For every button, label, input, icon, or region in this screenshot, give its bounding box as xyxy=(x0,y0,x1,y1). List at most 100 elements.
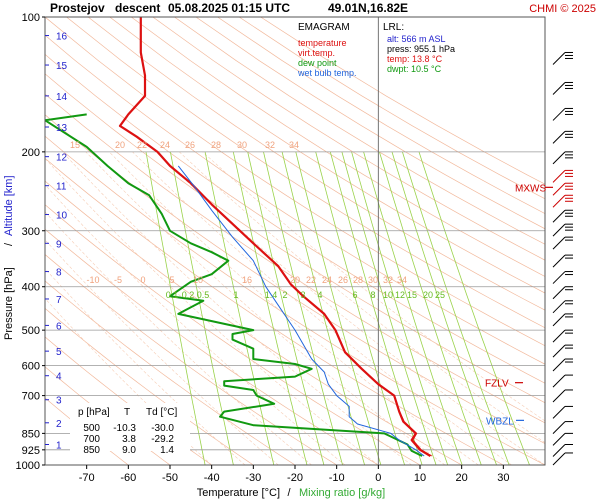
moist-adiabat xyxy=(45,239,279,465)
altitude-tick-label: 11 xyxy=(56,182,67,193)
altitude-tick-label: 16 xyxy=(56,32,68,43)
lrl-dwpt: dwpt: 10.5 °C xyxy=(387,64,442,74)
mixing-ratio-labels: 0.1 0.2 0.5 1 1.4 2 3 4 6 8 10 12 15 20 25 xyxy=(166,290,445,300)
theta-label: -10 xyxy=(86,275,99,285)
wind-barb-staff xyxy=(552,433,566,446)
table-header-t: T xyxy=(124,407,130,418)
wind-barb-staff xyxy=(552,444,566,457)
mixing-ratio-label: 25 xyxy=(435,290,445,300)
y-tick-label: 600 xyxy=(22,361,40,373)
wind-barb-staff xyxy=(552,421,566,434)
mixing-ratio-label: 0.2 xyxy=(182,290,195,300)
mixing-ratio-line xyxy=(351,151,449,465)
moist-adiabat xyxy=(108,151,479,465)
wind-barb-staff xyxy=(552,452,566,466)
theta-label: 34 xyxy=(397,275,407,285)
wind-barb-staff xyxy=(552,108,566,121)
mixing-ratio-label: 6 xyxy=(352,290,357,300)
wind-barb-staff xyxy=(552,52,566,65)
x-tick-label: -70 xyxy=(79,472,95,484)
wind-barb-staff xyxy=(552,131,566,144)
dry-adiabat xyxy=(260,17,545,185)
special-levels: MXWS FZLV WBZL xyxy=(485,183,553,427)
lrl-box: LRL: alt: 566 m ASL press: 955.1 hPa tem… xyxy=(379,18,474,80)
legend-dew-point: dew point xyxy=(298,58,337,68)
wind-barb-staff xyxy=(552,286,566,300)
level-label-mxws: MXWS xyxy=(515,183,546,194)
table-cell: 9.0 xyxy=(122,445,136,456)
level-label-wbzl: WBZL xyxy=(486,416,514,427)
wind-barb-staff xyxy=(552,209,566,223)
theta-label: 22 xyxy=(137,140,147,150)
altitude-tick-label: 10 xyxy=(56,211,68,222)
adiabat-lines xyxy=(45,17,545,465)
x-axis-label: Temperature [°C] xyxy=(197,487,280,499)
station-name: Prostejov xyxy=(50,1,105,15)
legend-temperature: temperature xyxy=(298,38,347,48)
altitude-tick-label: 14 xyxy=(56,92,68,103)
table-cell: -29.2 xyxy=(151,434,174,445)
series-dew-point xyxy=(45,113,423,457)
lrl-temp: temp: 13.8 °C xyxy=(387,54,443,64)
wind-barb-staff xyxy=(552,406,566,419)
mixing-ratio-label: 20 xyxy=(423,290,433,300)
table-cell: 850 xyxy=(83,445,100,456)
wind-barb-staff xyxy=(552,151,566,165)
moist-adiabat xyxy=(62,151,412,465)
flight-mode: descent xyxy=(115,1,160,15)
x-tick-label: -30 xyxy=(245,472,261,484)
table-header-td: Td [°C] xyxy=(146,407,177,418)
y-tick-label: 925 xyxy=(22,445,40,457)
x-tick-label: -10 xyxy=(329,472,345,484)
dry-adiabat xyxy=(217,17,545,214)
wind-barb-staff xyxy=(552,82,566,95)
wind-barb-staff xyxy=(552,271,566,284)
chart-title: EMAGRAM xyxy=(298,22,350,33)
y-axis-sep: / xyxy=(3,242,15,246)
wind-barb-staff xyxy=(552,254,566,268)
x-tick-label: -50 xyxy=(162,472,178,484)
wind-barb-staff xyxy=(552,182,566,196)
altitude-tick-label: 3 xyxy=(56,396,62,407)
mixing-ratio-line xyxy=(295,151,382,465)
wind-barb-staff xyxy=(552,313,566,327)
wind-barb-staff xyxy=(552,300,566,314)
table-cell: 700 xyxy=(83,434,100,445)
theta-label: 22 xyxy=(306,275,316,285)
lrl-alt: alt: 566 m ASL xyxy=(387,34,446,44)
y-tick-label: 200 xyxy=(22,147,40,159)
mixing-ratio-line xyxy=(281,151,365,465)
dry-adiabat xyxy=(45,93,545,424)
dry-adiabat xyxy=(152,17,545,261)
legend: EMAGRAM temperature virt.temp. dew point… xyxy=(297,22,357,78)
y-tick-label: 400 xyxy=(22,282,40,294)
wind-barb-staff xyxy=(552,344,566,358)
mixing-ratio-label: 15 xyxy=(407,290,417,300)
wind-barb-staff xyxy=(552,236,566,250)
table-cell: 1.4 xyxy=(160,445,174,456)
mixing-ratio-label: 1 xyxy=(233,290,238,300)
dry-adiabat xyxy=(238,17,545,200)
theta-label: 26 xyxy=(185,140,195,150)
mixing-ratio-label: 10 xyxy=(383,290,393,300)
dry-adiabat xyxy=(45,73,545,404)
theta-label: 32 xyxy=(383,275,393,285)
y-tick-label: 700 xyxy=(22,391,40,403)
dry-adiabat xyxy=(66,17,545,329)
theta-label: 15 xyxy=(70,140,80,150)
dry-adiabat xyxy=(45,135,545,465)
mixing-ratio-line xyxy=(391,151,497,465)
x-tick-label: 30 xyxy=(497,472,509,484)
theta-label: 0 xyxy=(140,275,145,285)
theta-label: 20 xyxy=(290,275,300,285)
y-tick-label: 100 xyxy=(22,12,40,24)
series-wet-bulb-temp xyxy=(177,165,425,457)
dry-adiabat xyxy=(45,114,545,445)
dry-adiabat xyxy=(45,53,545,384)
dry-adiabat xyxy=(45,397,129,465)
mixing-ratio-line xyxy=(379,151,482,465)
altitude-tick-label: 5 xyxy=(56,347,62,358)
dry-adiabat xyxy=(130,17,545,277)
mixing-ratio-label: 12 xyxy=(395,290,405,300)
